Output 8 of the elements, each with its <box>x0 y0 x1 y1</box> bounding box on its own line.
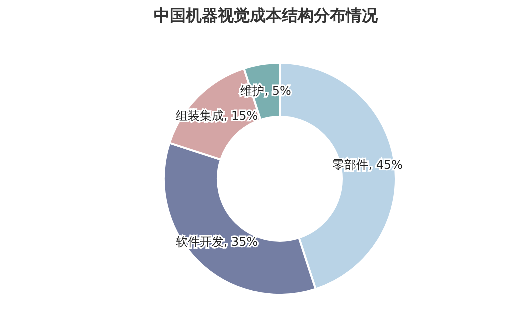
data-label: , 45% <box>368 158 404 172</box>
slice-label: 组装集成 <box>176 109 224 124</box>
slice-label: 维护 <box>240 84 265 98</box>
data-label: , 5% <box>264 84 292 98</box>
slice-label: 零部件 <box>332 158 369 172</box>
chart-title: 中国机器视觉成本结构分布情况 <box>153 6 379 27</box>
data-label: , 35% <box>224 234 258 249</box>
data-label: , 15% <box>224 109 258 124</box>
